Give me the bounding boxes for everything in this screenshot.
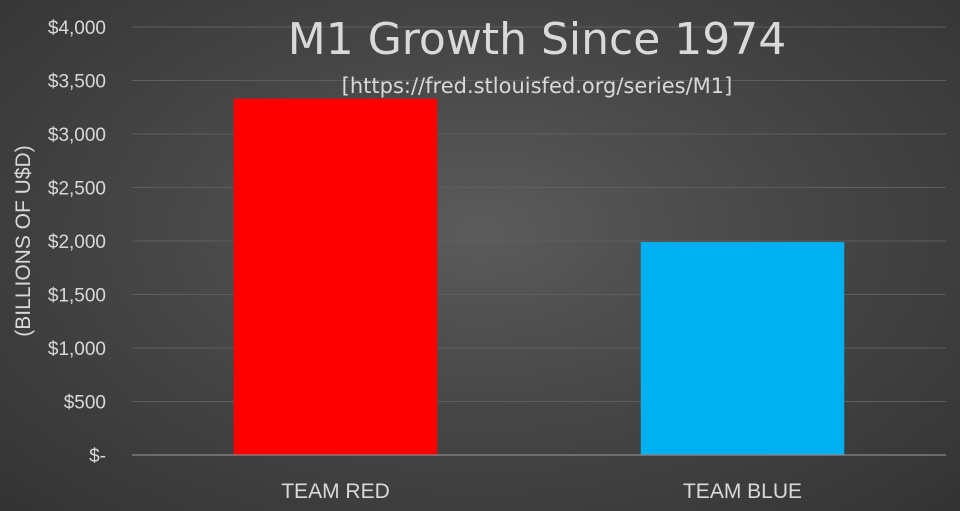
x-category-label: TEAM RED (281, 480, 390, 503)
y-tick-label: $500 (64, 393, 106, 414)
y-tick-label: $1,000 (48, 339, 106, 360)
bar-team-red (233, 98, 438, 455)
y-tick-label: $4,000 (48, 18, 106, 39)
y-tick-labels: $- $500 $1,000 $1,500 $2,000 $2,500 $3,000 $3,5… (48, 18, 106, 467)
bars (233, 98, 845, 455)
y-tick-label: $2,000 (48, 232, 106, 253)
chart-title: M1 Growth Since 1974 (288, 14, 786, 65)
bar-team-blue (640, 242, 845, 455)
chart-subtitle: [https://fred.stlouisfed.org/series/M1] (342, 74, 733, 98)
y-tick-label: $2,500 (48, 179, 106, 200)
x-category-label: TEAM BLUE (683, 480, 802, 503)
y-tick-label: $1,500 (48, 286, 106, 307)
x-category-labels: TEAM RED TEAM BLUE (281, 480, 802, 503)
y-axis-title: (BILLIONS OF U$D) (12, 145, 35, 336)
y-tick-label: $3,000 (48, 125, 106, 146)
y-tick-label: $3,500 (48, 72, 106, 93)
y-tick-label: $- (89, 446, 106, 467)
